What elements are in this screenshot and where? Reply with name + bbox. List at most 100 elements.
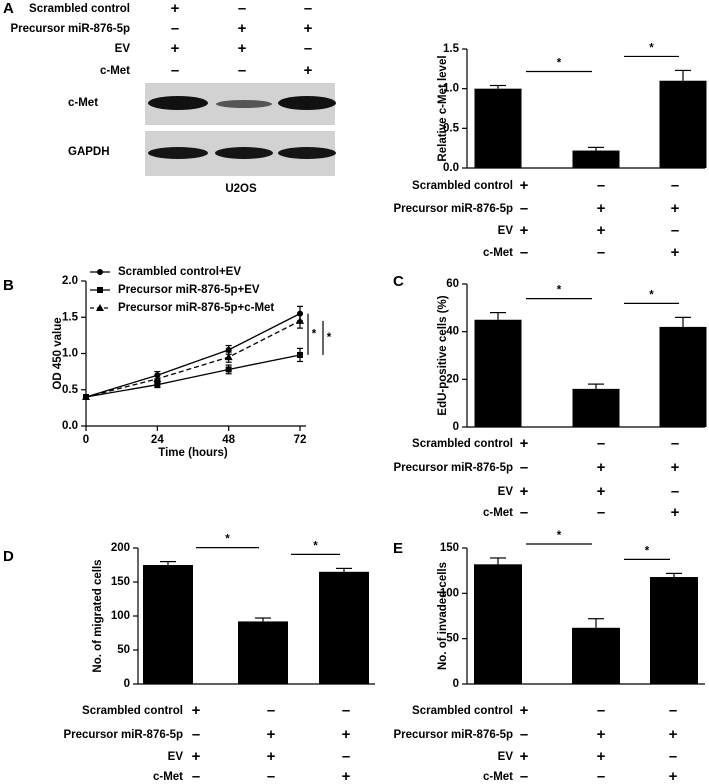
y-tick-label: 1.5 — [443, 43, 460, 55]
y-tick-label: 40 — [446, 326, 459, 338]
x-tick-label: 24 — [151, 434, 164, 446]
x-axis-label: Time (hours) — [158, 447, 228, 459]
y-tick-label: 0.0 — [443, 162, 459, 174]
cell-line: U2OS — [225, 183, 257, 195]
condition-sign: + — [669, 768, 678, 784]
legend-label: Scrambled control+EV — [118, 266, 241, 278]
condition-label: Scrambled control — [412, 705, 513, 717]
significance-mark: * — [327, 332, 332, 344]
condition-sign: + — [597, 483, 606, 500]
y-tick-label: 1.0 — [443, 83, 459, 95]
significance-mark: * — [312, 328, 317, 340]
y-tick-label: 20 — [446, 373, 459, 385]
significance-mark: * — [649, 42, 654, 54]
bar — [650, 577, 698, 684]
point — [225, 346, 232, 353]
condition-label: c-Met — [483, 507, 513, 519]
y-tick-label: 0.5 — [443, 122, 460, 134]
y-tick-label: 1.0 — [62, 348, 78, 360]
condition-sign: + — [342, 768, 351, 784]
condition-sign: – — [304, 40, 312, 57]
panel-letter: C — [393, 273, 404, 290]
condition-sign: + — [520, 748, 529, 765]
blot-band — [148, 147, 208, 159]
condition-sign: + — [171, 0, 180, 17]
blot-band — [278, 96, 336, 110]
condition-sign: – — [171, 62, 179, 79]
condition-sign: – — [597, 768, 605, 784]
condition-label: EV — [498, 225, 514, 237]
point — [153, 374, 162, 382]
condition-label: Scrambled control — [412, 180, 513, 192]
y-tick-label: 2.0 — [62, 275, 78, 287]
panel-letter: A — [3, 0, 14, 17]
condition-sign: + — [171, 40, 180, 57]
y-tick-label: 150 — [440, 542, 459, 554]
condition-sign: – — [597, 702, 605, 719]
band-label: c-Met — [68, 97, 98, 109]
condition-label: EV — [498, 486, 514, 498]
significance-mark: * — [645, 545, 650, 557]
condition-sign: + — [267, 748, 276, 765]
bar — [143, 565, 193, 684]
legend-marker — [96, 304, 104, 311]
condition-label: Scrambled control — [82, 705, 183, 717]
condition-sign: – — [520, 200, 528, 217]
condition-sign: + — [304, 62, 313, 79]
y-axis-label: EdU-positive cells (%) — [437, 295, 449, 415]
condition-sign: + — [597, 748, 606, 765]
y-axis-label: No. of invaded cells — [437, 562, 449, 670]
condition-sign: – — [671, 483, 679, 500]
blot-band — [215, 147, 273, 159]
panel-letter: D — [3, 548, 14, 565]
condition-label: EV — [498, 751, 514, 763]
condition-sign: – — [520, 244, 528, 261]
condition-sign: – — [669, 748, 677, 765]
y-tick-label: 0.0 — [62, 420, 78, 432]
significance-mark: * — [557, 285, 562, 297]
condition-sign: – — [342, 702, 350, 719]
condition-sign: – — [520, 459, 528, 476]
condition-sign: – — [304, 0, 312, 17]
condition-sign: + — [669, 726, 678, 743]
panel-letter: E — [393, 540, 403, 557]
condition-sign: + — [192, 702, 201, 719]
y-tick-label: 0 — [453, 678, 459, 690]
y-tick-label: 0 — [124, 678, 130, 690]
y-axis-label: Relative c-Met level — [437, 55, 449, 161]
condition-sign: – — [342, 748, 350, 765]
condition-sign: + — [520, 435, 529, 452]
significance-mark: * — [225, 534, 230, 546]
condition-label: EV — [115, 43, 131, 55]
condition-sign: + — [520, 177, 529, 194]
condition-sign: – — [671, 177, 679, 194]
condition-sign: + — [671, 244, 680, 261]
bar — [572, 388, 620, 427]
condition-sign: + — [597, 726, 606, 743]
y-tick-label: 100 — [440, 587, 459, 599]
y-axis-label: No. of migrated cells — [92, 559, 104, 672]
y-axis-label: OD 450 value — [52, 317, 64, 389]
condition-label: Precursor miR-876-5p — [393, 462, 513, 474]
series-line — [85, 313, 301, 398]
y-tick-label: 50 — [446, 633, 459, 645]
condition-sign: + — [597, 222, 606, 239]
condition-sign: + — [671, 504, 680, 521]
condition-sign: – — [520, 504, 528, 521]
bar — [238, 621, 288, 684]
condition-sign: – — [597, 504, 605, 521]
condition-sign: + — [192, 748, 201, 765]
y-tick-label: 50 — [117, 644, 130, 656]
y-tick-label: 150 — [111, 576, 130, 588]
condition-sign: + — [671, 200, 680, 217]
y-tick-label: 0.5 — [62, 384, 79, 396]
condition-sign: – — [238, 62, 246, 79]
condition-sign: + — [342, 726, 351, 743]
bar — [659, 80, 707, 168]
bar — [572, 627, 620, 684]
condition-sign: – — [671, 222, 679, 239]
condition-sign: – — [520, 768, 528, 784]
condition-sign: + — [597, 459, 606, 476]
condition-sign: – — [520, 726, 528, 743]
